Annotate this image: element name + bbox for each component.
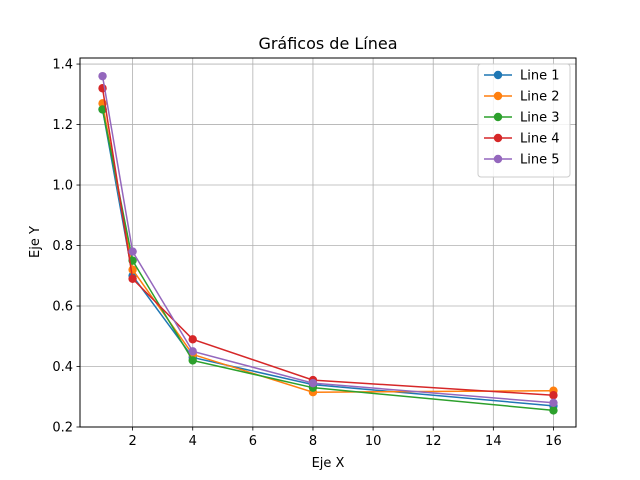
y-tick-label: 0.6 — [52, 300, 73, 315]
y-tick-label: 0.2 — [52, 421, 73, 436]
legend-item: Line 3 — [484, 111, 560, 126]
legend-marker — [493, 70, 503, 80]
series-5 — [98, 71, 558, 408]
data-point — [308, 378, 318, 388]
legend-marker — [493, 112, 503, 122]
x-tick-label: 4 — [189, 434, 197, 449]
data-point — [549, 406, 558, 415]
y-axis-ticks: 0.2 0.4 0.6 0.8 1.0 1.2 1.4 — [52, 58, 80, 436]
x-axis-ticks: 2 4 6 8 10 12 14 16 — [128, 427, 562, 449]
legend-label: Line 3 — [520, 111, 560, 126]
x-tick-label: 8 — [309, 434, 317, 449]
data-point — [549, 391, 558, 400]
plot-frame — [79, 57, 577, 428]
legend-marker — [493, 154, 503, 164]
y-tick-label: 0.4 — [52, 360, 73, 375]
legend-label: Line 1 — [520, 69, 560, 84]
x-tick-label: 16 — [545, 434, 562, 449]
data-point — [188, 347, 197, 356]
x-tick-label: 2 — [128, 434, 136, 449]
data-point — [188, 335, 197, 344]
series-3 — [98, 105, 558, 415]
legend-item: Line 2 — [484, 90, 560, 105]
x-tick-label: 14 — [485, 434, 502, 449]
data-point — [188, 356, 197, 365]
data-point — [549, 398, 558, 408]
x-tick-label: 12 — [425, 434, 442, 449]
legend-box — [477, 63, 571, 178]
legend-marker — [493, 91, 503, 101]
legend-item: Line 1 — [484, 69, 560, 84]
legend-label: Line 2 — [520, 90, 560, 105]
y-tick-label: 0.8 — [52, 239, 73, 254]
legend-label: Line 4 — [520, 132, 560, 147]
legend-marker — [493, 133, 503, 143]
chart-title: Gráficos de Línea — [258, 34, 397, 53]
data-point — [98, 105, 107, 114]
y-tick-label: 1.4 — [52, 58, 73, 73]
y-axis-label: Eje Y — [28, 226, 43, 258]
y-tick-label: 1.0 — [52, 179, 73, 194]
legend-item: Line 5 — [484, 153, 560, 168]
data-point — [128, 274, 137, 283]
x-tick-label: 10 — [365, 434, 382, 449]
series-group — [98, 71, 558, 415]
x-axis-label: Eje X — [312, 456, 345, 471]
data-point — [128, 247, 137, 256]
x-tick-label: 6 — [249, 434, 257, 449]
legend: Line 1 Line 2 Line 3 Line 4 Line 5 — [477, 63, 571, 178]
legend-item: Line 4 — [484, 132, 560, 147]
legend-label: Line 5 — [520, 153, 560, 168]
data-point — [98, 71, 107, 81]
y-tick-label: 1.2 — [52, 118, 73, 133]
